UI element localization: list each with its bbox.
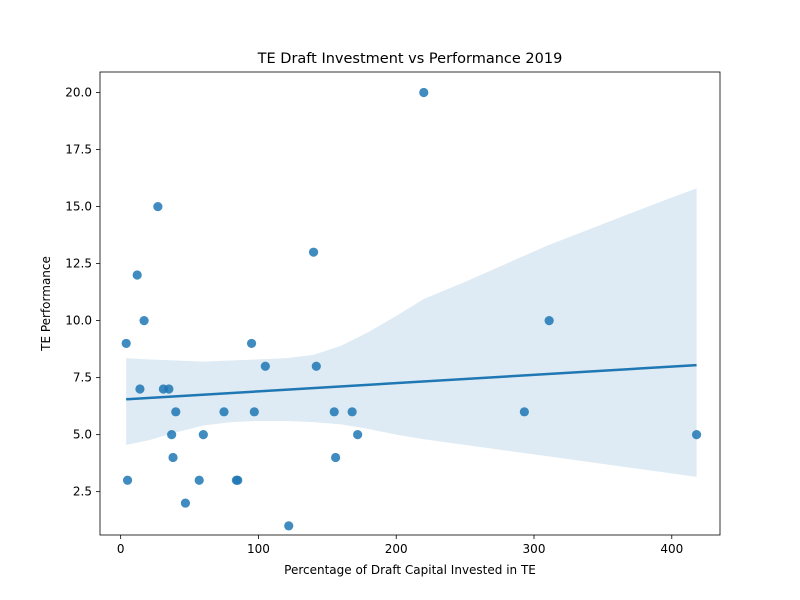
data-point-24 — [329, 407, 339, 417]
data-point-6 — [153, 201, 163, 212]
data-point-14 — [198, 430, 208, 440]
regression-line — [126, 363, 697, 401]
scatter-points — [121, 87, 702, 531]
y-tick-label: 12.5 — [65, 257, 92, 271]
data-point-18 — [246, 338, 257, 349]
y-tick-label: 5.0 — [73, 428, 92, 442]
data-point-29 — [519, 407, 529, 417]
x-tick-label: 300 — [523, 542, 546, 556]
data-point-8 — [164, 384, 174, 394]
data-point-26 — [347, 407, 357, 417]
data-point-13 — [194, 475, 204, 485]
data-point-1 — [121, 338, 131, 349]
data-point-28 — [419, 87, 429, 98]
x-tick-label: 200 — [385, 542, 408, 556]
data-point-20 — [260, 361, 270, 371]
y-axis-ticks: 2.5 5.0 7.5 10.0 12.5 15.0 17.5 20.0 — [65, 86, 100, 499]
confidence-band — [126, 188, 697, 477]
x-axis-ticks: 0 100 200 300 400 — [117, 535, 683, 556]
y-tick-label: 17.5 — [65, 143, 92, 157]
data-point-3 — [132, 270, 142, 280]
data-point-31 — [691, 430, 702, 440]
data-point-30 — [544, 316, 554, 326]
data-point-25 — [331, 452, 341, 463]
data-point-11 — [171, 407, 181, 417]
data-point-22 — [308, 247, 319, 257]
data-point-9 — [167, 430, 177, 440]
data-point-4 — [135, 384, 145, 394]
y-tick-label: 10.0 — [65, 314, 92, 328]
data-point-21 — [284, 521, 294, 531]
data-point-15 — [219, 407, 229, 417]
y-tick-label: 20.0 — [65, 86, 92, 100]
x-axis-label: Percentage of Draft Capital Invested in … — [284, 563, 536, 577]
data-point-5 — [139, 316, 149, 326]
y-tick-label: 15.0 — [65, 200, 92, 214]
data-point-19 — [249, 407, 259, 417]
x-tick-label: 400 — [660, 542, 683, 556]
x-tick-label: 0 — [117, 542, 125, 556]
y-tick-label: 7.5 — [73, 371, 92, 385]
x-tick-label: 100 — [247, 542, 270, 556]
data-point-12 — [180, 498, 191, 508]
data-point-27 — [353, 430, 363, 440]
data-point-2 — [122, 475, 133, 485]
y-tick-label: 2.5 — [73, 485, 92, 499]
data-point-10 — [168, 452, 178, 463]
chart-title: TE Draft Investment vs Performance 2019 — [257, 51, 563, 67]
y-axis-label: TE Performance — [39, 256, 53, 352]
data-point-23 — [311, 361, 321, 371]
data-point-17 — [233, 475, 243, 485]
plot-frame — [99, 71, 721, 536]
